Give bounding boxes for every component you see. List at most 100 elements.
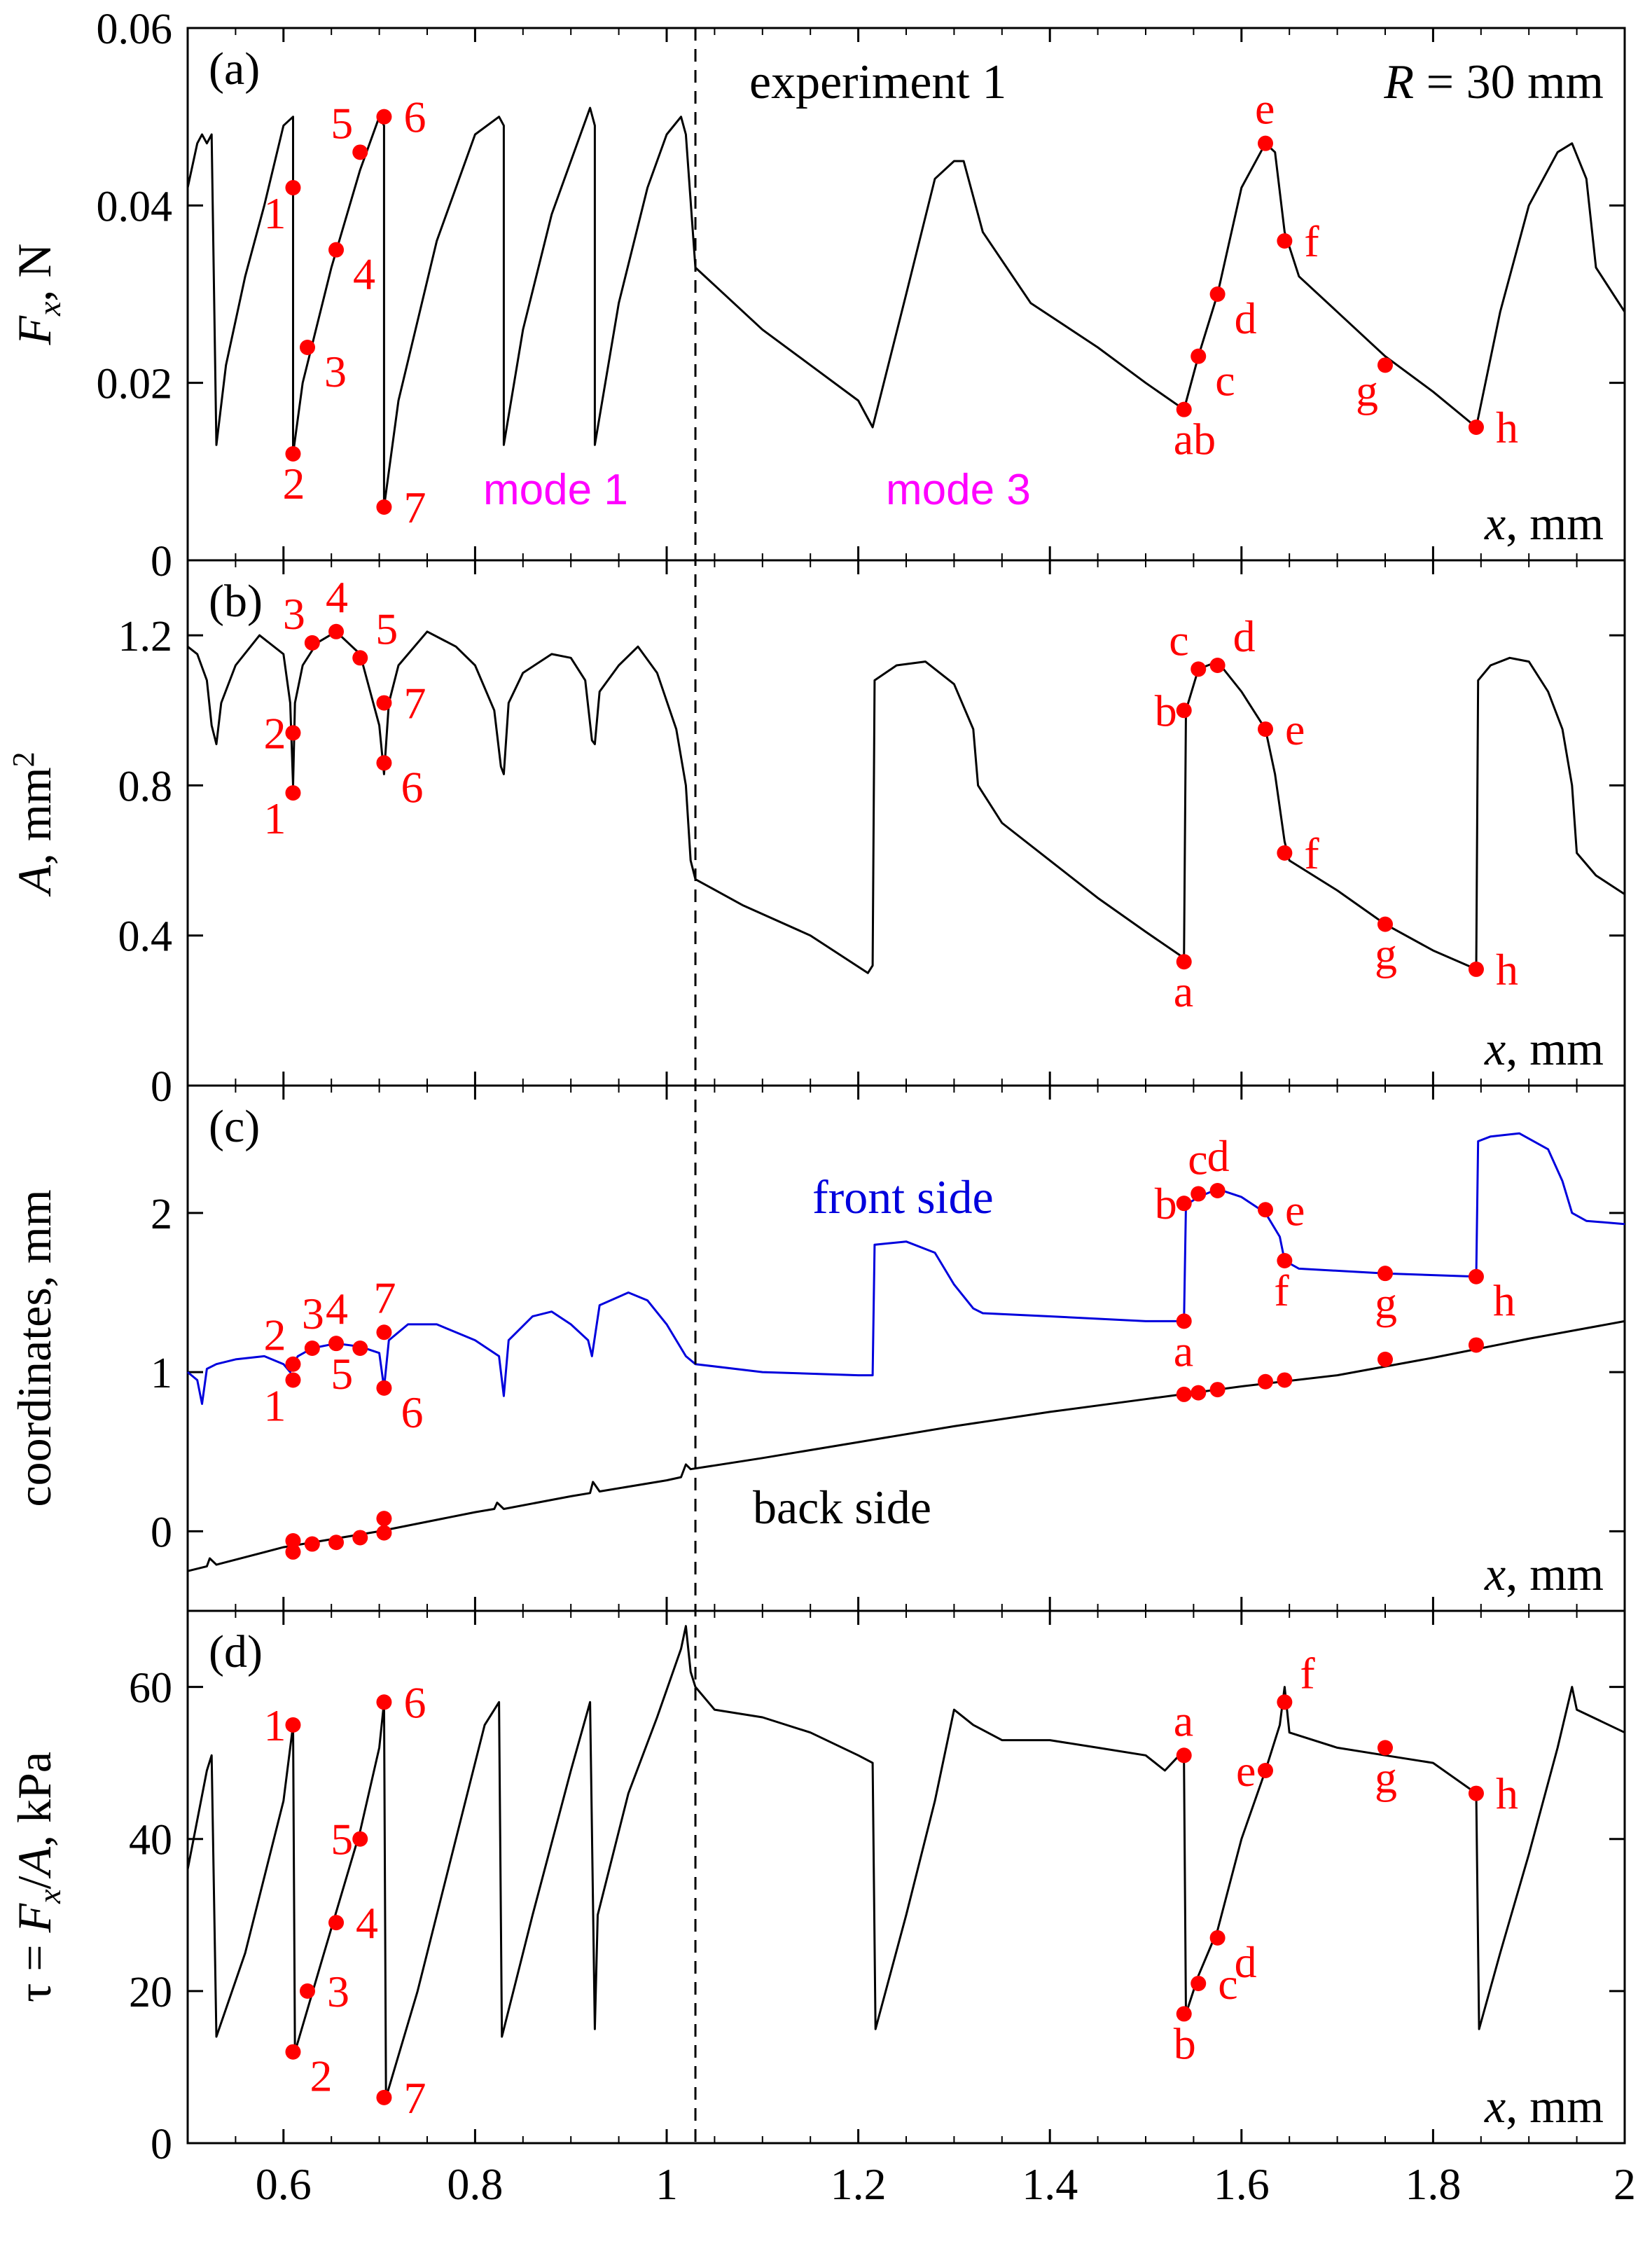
marker-label-b: b [1174, 2018, 1196, 2068]
front-side-label: front side [812, 1170, 994, 1224]
marker-label-5: 5 [331, 1349, 353, 1399]
y-axis-label: A, mm2 [6, 752, 61, 896]
x-tick-label: 1.4 [1022, 2159, 1078, 2209]
x-tick-label: 0.6 [256, 2159, 312, 2209]
data-marker-7 [376, 695, 392, 711]
marker-label-7: 7 [403, 2073, 426, 2123]
marker-label-h: h [1493, 1276, 1515, 1326]
y-tick-label: 60 [129, 1665, 172, 1712]
back-side-marker [285, 1533, 301, 1549]
marker-label-a: a [1174, 1696, 1193, 1745]
marker-label-1: 1 [263, 1380, 286, 1430]
data-marker-e [1258, 1763, 1273, 1778]
marker-label-4: 4 [356, 1898, 378, 1948]
data-marker-1 [285, 180, 301, 195]
mode-1-label: mode 1 [483, 466, 628, 514]
y-tick-label: 0.8 [118, 763, 173, 810]
y-axis-label: coordinates, mm [8, 1189, 61, 1507]
marker-label-c: c [1188, 1135, 1207, 1184]
data-marker-b [1176, 702, 1192, 719]
experiment-label: experiment 1 [749, 55, 1006, 109]
back-side-marker [328, 1535, 345, 1551]
data-marker-c [1191, 1186, 1207, 1202]
marker-label-g: g [1375, 1752, 1397, 1802]
back-side-marker [376, 1511, 392, 1527]
marker-label-d: d [1235, 1937, 1257, 1987]
data-marker-4 [328, 1915, 345, 1931]
back-side-marker [1377, 1351, 1393, 1367]
marker-label-d: d [1207, 1131, 1230, 1181]
marker-label-h: h [1496, 1769, 1518, 1819]
data-marker-h [1468, 1268, 1484, 1284]
marker-label-f: f [1274, 1266, 1289, 1315]
marker-label-5: 5 [331, 98, 353, 148]
data-marker-5 [352, 144, 368, 160]
data-marker-2 [285, 725, 301, 741]
data-marker-f [1277, 233, 1293, 249]
data-marker-a [1176, 954, 1192, 970]
back-side-marker [352, 1530, 368, 1546]
y-tick-label: 20 [129, 1969, 172, 2016]
data-marker-e [1258, 1202, 1273, 1218]
mode-3-label: mode 3 [886, 466, 1031, 514]
y-tick-label: 0 [151, 538, 172, 586]
data-marker-1 [285, 1717, 301, 1733]
data-marker-b [1176, 1196, 1192, 1212]
y-axis-label: Fx, N [8, 243, 67, 345]
marker-label-d: d [1233, 611, 1256, 661]
marker-label-f: f [1300, 1648, 1315, 1698]
panel-label: (c) [209, 1101, 260, 1152]
data-marker-4 [328, 623, 345, 639]
y-tick-label: 1 [151, 1350, 172, 1397]
marker-label-6: 6 [401, 1387, 423, 1437]
marker-label-f: f [1304, 829, 1319, 878]
data-marker-a [1176, 1313, 1192, 1329]
back-side-marker [1209, 1382, 1226, 1398]
marker-label-4: 4 [326, 572, 348, 622]
marker-label-3: 3 [324, 347, 347, 396]
back-side-marker [285, 1544, 301, 1560]
data-marker-e [1258, 135, 1273, 151]
data-marker-d [1209, 1930, 1226, 1946]
data-marker-c [1191, 1976, 1207, 1991]
data-marker-ab [1176, 401, 1192, 417]
marker-label-4: 4 [326, 1284, 348, 1334]
marker-label-3: 3 [283, 589, 305, 639]
y-tick-label: 0.06 [97, 6, 173, 53]
panel-label: (a) [209, 43, 260, 95]
back-side-marker [1468, 1337, 1484, 1353]
x-tick-label: 1.8 [1405, 2159, 1461, 2209]
marker-label-d: d [1235, 293, 1257, 343]
x-tick-label: 0.8 [447, 2159, 503, 2209]
panel-label: (b) [209, 576, 263, 627]
data-marker-a [1176, 1747, 1192, 1764]
marker-label-5: 5 [375, 604, 398, 653]
data-marker-h [1468, 961, 1484, 977]
data-marker-g [1377, 1740, 1393, 1756]
data-marker-c [1191, 348, 1207, 364]
marker-label-2: 2 [263, 1310, 286, 1360]
back-side-marker [304, 1536, 320, 1552]
x-tick-label: 1.6 [1214, 2159, 1270, 2209]
marker-label-ab: ab [1174, 415, 1216, 464]
y-tick-label: 40 [129, 1817, 172, 1864]
data-marker-f [1277, 1694, 1293, 1710]
marker-label-3: 3 [302, 1289, 324, 1338]
back-side-label: back side [753, 1481, 931, 1534]
data-marker-d [1209, 1183, 1226, 1198]
x-tick-label: 2 [1613, 2159, 1636, 2209]
marker-label-a: a [1174, 967, 1193, 1016]
data-marker-1 [285, 1372, 301, 1388]
marker-label-h: h [1496, 945, 1518, 995]
data-marker-4 [328, 242, 345, 258]
marker-label-2: 2 [282, 459, 305, 508]
panel-b: 0 0.4 0.8 1.2 A, mm2 (b) x, mm 1 2 3 45 6 7 a bc de f g h [6, 559, 1626, 1111]
y-tick-label: 0 [151, 2121, 172, 2168]
data-marker-7 [376, 2089, 392, 2105]
data-marker-1 [285, 785, 301, 801]
series-line-tau [186, 1625, 1625, 2099]
panel-label: (d) [209, 1626, 263, 1677]
